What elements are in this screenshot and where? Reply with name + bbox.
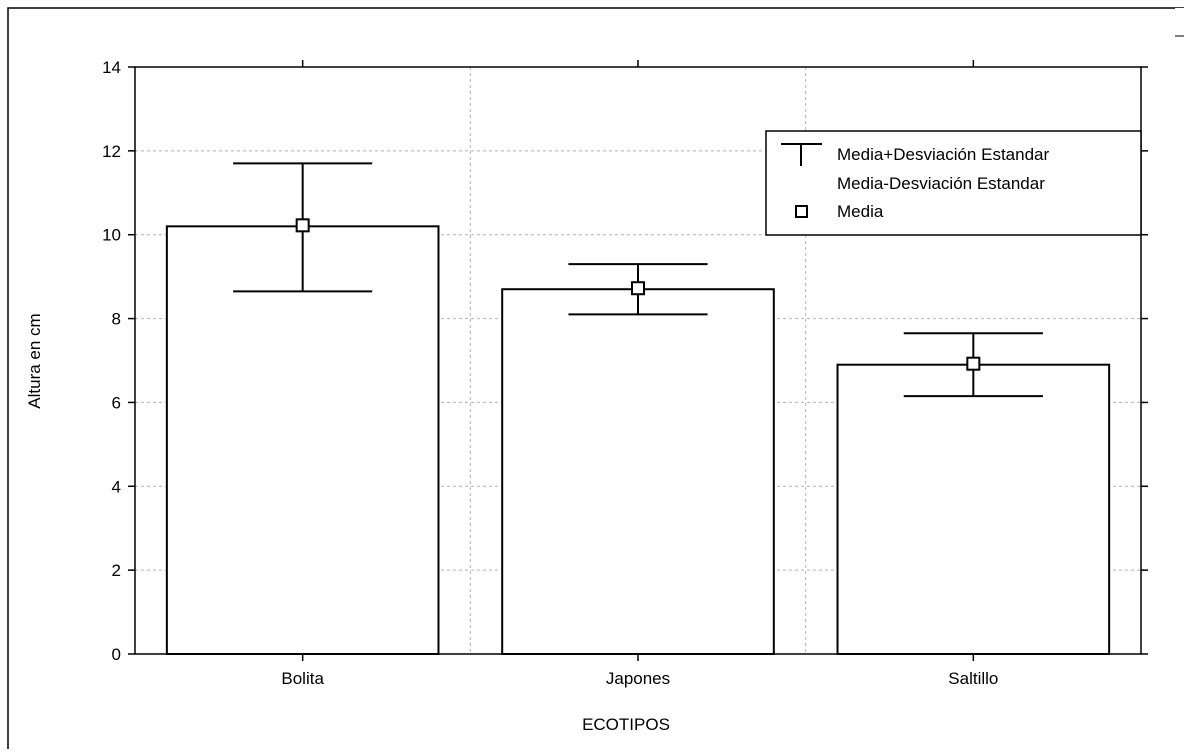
y-tick-label: 8 [112, 310, 121, 329]
bar [165, 225, 440, 655]
y-tick-label: 12 [102, 142, 121, 161]
legend-box [765, 130, 1142, 236]
x-tick-label: Bolita [281, 669, 324, 688]
y-tick-label: 0 [112, 645, 121, 664]
mean-marker-group [295, 218, 981, 371]
y-tick-label: 4 [112, 477, 121, 496]
x-tick-label: Japones [606, 669, 670, 688]
figure-border [7, 7, 1184, 754]
bar-group [165, 225, 1111, 655]
bar [836, 363, 1111, 655]
y-tick-label: 6 [112, 393, 121, 412]
legend-item-mean: Media [837, 202, 884, 221]
mean-marker [631, 281, 645, 296]
legend-item-lower: Media-Desviación Estandar [837, 174, 1045, 193]
legend: Media+Desviación Estandar Media-Desviaci… [765, 130, 1142, 236]
legend-mean-marker [795, 205, 808, 218]
figure-border-notch [1175, 8, 1184, 36]
legend-error-symbol [781, 143, 822, 166]
mean-marker [295, 218, 310, 233]
y-axis-label: Altura en cm [25, 313, 44, 408]
x-tick-label: Saltillo [948, 669, 998, 688]
x-axis-ticks: Bolita Japones Saltillo [281, 60, 998, 688]
y-tick-label: 10 [102, 226, 121, 245]
x-axis-label: ECOTIPOS [582, 715, 670, 734]
bar [501, 288, 775, 655]
y-tick-label: 2 [112, 561, 121, 580]
y-axis-ticks: 0 2 4 6 8 10 12 14 [102, 58, 1148, 664]
mean-marker [966, 356, 981, 371]
y-tick-label: 14 [102, 58, 121, 77]
legend-item-upper: Media+Desviación Estandar [837, 145, 1049, 164]
